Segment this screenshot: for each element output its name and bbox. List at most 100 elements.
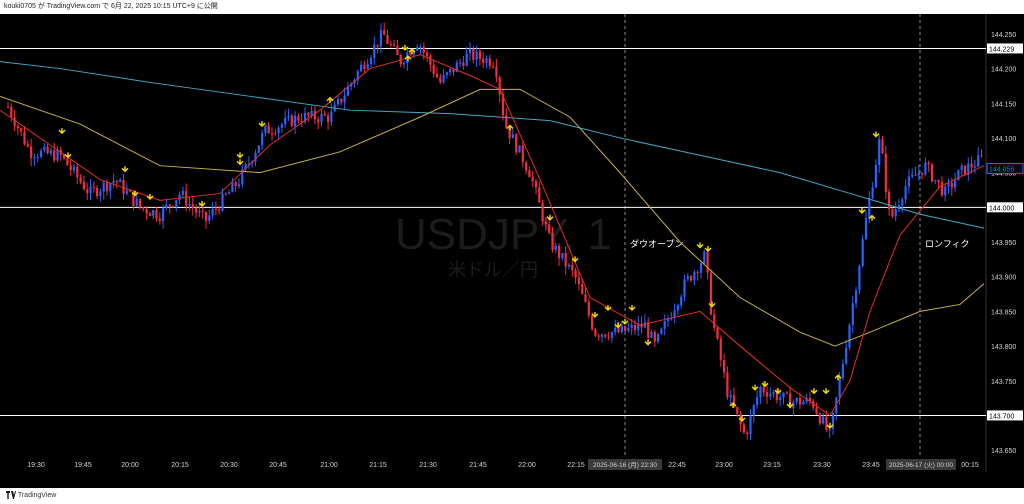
candle-body [831,413,835,429]
sell-arrow-icon [58,128,66,135]
candle-body [10,106,13,118]
candle-body [389,43,392,45]
y-tick-label: 143.750 [991,379,1016,386]
candle-body [343,95,346,103]
candle-body [485,58,488,64]
candle-body [66,158,69,166]
candle-body [482,58,485,64]
candle-body [548,224,551,233]
candle-body [607,336,610,338]
candle-body [921,172,924,175]
sell-arrow-icon [121,166,129,173]
candle-body [30,146,33,159]
candle-body [459,62,462,64]
candle-body [442,74,445,83]
candle-body [825,416,828,430]
candle-body [218,209,221,211]
x-highlight-label: 2025-06-16 (月) 22:30 [593,461,657,469]
candle-body [86,189,89,194]
candle-body [719,338,722,361]
candle-body [201,210,204,212]
candle-body [868,198,871,219]
sell-arrow-icon [826,422,834,429]
candle-body [455,62,458,73]
candle-body [115,180,118,183]
candle-body [294,115,297,127]
candle-body [647,322,650,338]
candle-body [792,401,795,409]
candle-body [221,193,224,211]
x-tick-label: 20:00 [121,462,139,469]
candle-body [841,363,844,379]
candle-body [168,204,171,207]
x-tick-label: 20:15 [171,462,189,469]
candle-body [838,378,841,398]
candle-body [76,166,79,178]
tradingview-logo-icon [6,491,16,500]
candle-body [765,392,769,397]
sell-arrow-icon [604,304,612,311]
candle-body [383,30,386,35]
candle-body [808,397,811,401]
candle-body [102,182,105,192]
candle-body [165,204,168,208]
candle-body [310,110,313,116]
sell-arrow-icon [131,190,139,197]
candle-body [650,332,653,338]
x-tick-label: 19:45 [74,462,92,469]
price-axis [986,14,1024,472]
candle-body [772,392,775,394]
sell-arrow-icon [198,200,206,207]
candle-body [657,333,660,342]
candle-body [963,165,967,175]
candle-body [346,86,349,96]
candle-body [666,319,670,322]
sell-arrow-icon [774,388,782,395]
candle-body [511,134,514,139]
candle-body [63,154,66,159]
candle-body [132,191,135,206]
candle-body [237,184,241,187]
candle-body [82,182,85,190]
candle-body [960,165,963,170]
candle-body [624,326,627,332]
candle-body [670,317,673,320]
candle-body [228,192,231,194]
candle-body [498,77,501,95]
candle-body [538,187,541,203]
sell-arrow-icon [786,402,794,409]
candle-body [330,111,333,123]
candle-body [270,133,274,135]
x-tick-label: 20:30 [220,462,238,469]
candle-body [277,127,280,134]
candle-body [911,174,914,177]
candle-body [191,203,194,209]
candle-body [696,271,699,273]
candle-body [158,218,161,222]
candle-body [954,180,957,188]
candle-body [884,153,887,192]
candle-body [878,139,881,165]
candle-body [716,327,719,339]
candle-body [934,179,937,182]
buy-arrow-icon [868,214,876,221]
buy-arrow-icon [404,55,412,62]
candle-body [871,187,874,199]
candle-body [336,98,340,105]
candle-body [901,199,904,206]
candle-body [280,124,283,128]
sell-arrow-icon [761,381,769,388]
candle-body [89,186,92,194]
candle-body [729,395,732,398]
level-label-box [987,202,1023,213]
candle-body [723,360,726,373]
candle-body [637,323,640,331]
candle-body [195,208,198,213]
candle-body [683,279,686,297]
candle-body [465,53,468,66]
candle-body [581,284,584,295]
x-tick-label: 21:15 [369,462,387,469]
candle-body [802,401,805,405]
candle-body [244,164,247,170]
